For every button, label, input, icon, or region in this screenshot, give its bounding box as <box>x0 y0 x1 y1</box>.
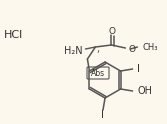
Text: OH: OH <box>138 86 153 96</box>
Text: I: I <box>102 110 105 120</box>
Text: H₂N: H₂N <box>64 46 82 56</box>
FancyBboxPatch shape <box>87 67 109 79</box>
Text: I: I <box>137 64 140 74</box>
Text: CH₃: CH₃ <box>142 43 158 51</box>
Text: Abs: Abs <box>91 68 105 78</box>
Text: O: O <box>129 45 136 53</box>
Text: O: O <box>109 28 116 36</box>
Text: HCl: HCl <box>4 30 24 40</box>
Text: ,: , <box>96 44 100 54</box>
